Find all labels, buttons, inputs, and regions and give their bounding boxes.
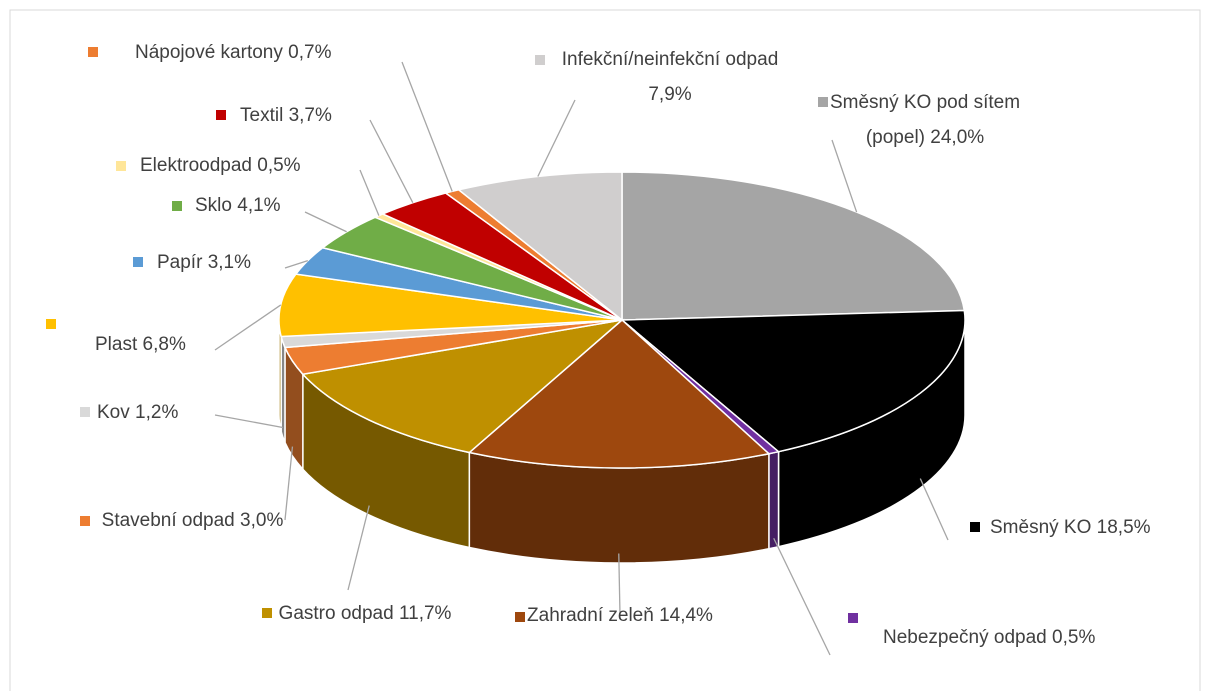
- leader-line: [284, 260, 308, 269]
- category-label: Nápojové kartony: [135, 42, 283, 63]
- legend-swatch: [262, 608, 272, 618]
- value-label: 0,5%: [257, 155, 301, 176]
- slice-side: [768, 450, 780, 550]
- frame: [9, 9, 1201, 691]
- slice: [620, 309, 966, 453]
- value-label: 14,4%: [659, 605, 713, 626]
- leader-line: [214, 414, 283, 429]
- leader-line: [284, 446, 294, 521]
- sides: [278, 319, 966, 564]
- legend-swatch: [80, 407, 90, 417]
- category-label: Stavební odpad: [101, 510, 235, 531]
- leader-line: [773, 537, 831, 656]
- category-label: Kov: [97, 402, 130, 423]
- value-label: 1,2%: [135, 402, 179, 423]
- value-label: 6,8%: [142, 334, 186, 355]
- data-label: Kov 1,2%: [97, 395, 178, 430]
- legend-swatch: [88, 47, 98, 57]
- slice: [301, 318, 625, 454]
- leader-line: [831, 139, 858, 213]
- leader-line: [304, 211, 347, 233]
- legend-swatch: [46, 319, 56, 329]
- tops: [278, 171, 966, 469]
- data-label: Nebezpečný odpad 0,5%: [883, 620, 1095, 655]
- slice: [467, 318, 771, 469]
- data-label: Textil 3,7%: [240, 98, 332, 133]
- value-label: 18,5%: [1096, 517, 1151, 538]
- category-label: Papír: [157, 252, 203, 273]
- legend-swatch: [216, 110, 226, 120]
- slice-side: [468, 451, 770, 564]
- category-label: Plast: [95, 334, 138, 355]
- legend-swatch: [116, 161, 126, 171]
- data-label: Směsný KO 18,5%: [990, 510, 1151, 545]
- slice: [278, 273, 623, 338]
- value-label: 4,1%: [237, 195, 281, 216]
- data-label: Infekční/neinfekční odpad 7,9%: [555, 42, 785, 112]
- legend-swatch: [80, 516, 90, 526]
- data-label: Sklo 4,1%: [195, 188, 281, 223]
- value-label: 3,7%: [288, 105, 332, 126]
- legend-swatch: [848, 613, 858, 623]
- value-label: 11,7%: [398, 603, 452, 624]
- category-label: Infekční/neinfekční odpad: [561, 49, 779, 70]
- legend-swatch: [535, 55, 545, 65]
- legend-swatch: [133, 257, 143, 267]
- data-label: Plast 6,8%: [95, 327, 186, 362]
- value-label: 0,7%: [288, 42, 332, 63]
- leader-line: [359, 169, 380, 216]
- value-label: 3,0%: [240, 510, 284, 531]
- value-label: 24,0%: [930, 127, 985, 148]
- leader-line: [214, 304, 282, 351]
- data-label: Zahradní zeleň 14,4%: [525, 598, 715, 633]
- category-label: Gastro odpad: [278, 603, 394, 624]
- data-label: Stavební odpad 3,0%: [95, 503, 290, 538]
- value-label: 0,5%: [1052, 627, 1096, 648]
- data-label: Papír 3,1%: [157, 245, 251, 280]
- legend-swatch: [818, 97, 828, 107]
- leader-line: [537, 99, 576, 177]
- leader-line: [369, 119, 414, 204]
- value-label: 3,1%: [207, 252, 252, 273]
- data-label: Gastro odpad 11,7%: [275, 596, 455, 631]
- category-label: Sklo: [195, 195, 232, 216]
- data-label: Nápojové kartony 0,7%: [135, 35, 331, 70]
- category-label: Elektroodpad: [140, 155, 252, 176]
- category-label: Směsný KO pod sítem (popel): [829, 92, 1021, 148]
- data-label: Směsný KO pod sítem (popel) 24,0%: [825, 85, 1025, 155]
- leader-line: [401, 61, 453, 192]
- category-label: Směsný KO: [990, 517, 1092, 538]
- legend-swatch: [515, 612, 525, 622]
- slice: [621, 171, 966, 321]
- data-label: Elektroodpad 0,5%: [140, 148, 301, 183]
- category-label: Zahradní zeleň: [527, 605, 654, 626]
- leader-line: [919, 478, 949, 541]
- category-label: Nebezpečný odpad: [883, 627, 1047, 648]
- category-label: Textil: [240, 105, 284, 126]
- legend-swatch: [970, 522, 980, 532]
- value-label: 7,9%: [648, 84, 692, 105]
- leader-line: [347, 505, 370, 591]
- legend-swatch: [172, 201, 182, 211]
- leader-line: [618, 553, 621, 616]
